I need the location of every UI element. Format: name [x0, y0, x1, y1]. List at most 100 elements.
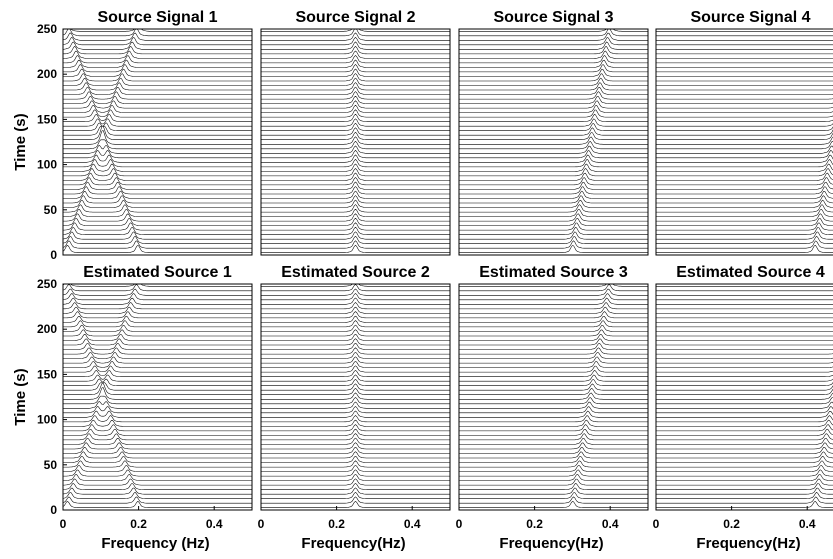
trace-line	[656, 428, 833, 436]
panel-frame	[62, 28, 253, 256]
trace-line	[656, 204, 833, 213]
trace-line	[656, 85, 833, 86]
trace-line	[656, 388, 833, 395]
trace-line	[63, 59, 252, 68]
trace-line	[63, 342, 252, 350]
trace-line	[261, 204, 450, 213]
trace-line	[63, 37, 252, 46]
trace-line	[63, 378, 252, 386]
trace-line	[63, 77, 252, 86]
y-tick-label: 0	[50, 248, 57, 262]
trace-line	[261, 55, 450, 64]
trace-line	[459, 109, 648, 118]
trace-line	[459, 397, 648, 405]
trace-line	[656, 213, 833, 222]
trace-line	[261, 231, 450, 240]
panel-frame	[655, 283, 833, 511]
trace-line	[261, 333, 450, 341]
trace-line	[656, 62, 833, 64]
trace-line	[261, 235, 450, 244]
trace-line	[459, 41, 648, 50]
trace-line	[656, 299, 833, 301]
trace-line	[459, 333, 648, 341]
trace-line	[656, 240, 833, 249]
trace-line	[261, 487, 450, 495]
trace-line	[656, 89, 833, 91]
trace-line	[459, 383, 648, 391]
trace-line	[261, 136, 450, 145]
trace-line	[261, 437, 450, 445]
trace-line	[656, 35, 833, 37]
trace-line	[261, 315, 450, 323]
trace-line	[63, 125, 252, 136]
trace-line	[656, 44, 833, 46]
trace-line	[63, 217, 252, 226]
trace-line	[261, 428, 450, 436]
trace-line	[261, 109, 450, 118]
trace-line	[656, 492, 833, 499]
trace-line	[656, 98, 833, 100]
trace-line	[63, 29, 252, 32]
trace-line	[656, 235, 833, 244]
trace-line	[459, 478, 648, 486]
trace-line	[656, 226, 833, 235]
trace-line	[261, 320, 450, 328]
trace-line	[459, 199, 648, 208]
trace-line	[656, 208, 833, 217]
y-tick-label: 200	[37, 322, 57, 336]
trace-line	[459, 501, 648, 508]
trace-line	[656, 168, 833, 177]
trace-line	[459, 127, 648, 136]
trace-line	[63, 333, 252, 341]
trace-line	[261, 397, 450, 405]
trace-line	[656, 222, 833, 231]
trace-group	[656, 286, 833, 508]
trace-line	[63, 159, 252, 168]
trace-line	[261, 424, 450, 432]
trace-line	[63, 382, 252, 395]
trace-line	[261, 410, 450, 418]
trace-line	[63, 311, 252, 319]
trace-line	[656, 366, 833, 368]
x-tick-label: 0.4	[206, 517, 223, 531]
trace-line	[261, 284, 450, 292]
trace-line	[656, 126, 833, 131]
trace-line	[63, 125, 252, 140]
trace-line	[656, 295, 833, 296]
trace-line	[261, 347, 450, 355]
trace-line	[261, 59, 450, 68]
trace-line	[261, 37, 450, 46]
trace-line	[656, 172, 833, 181]
trace-line	[656, 464, 833, 472]
y-axis-label: Time (s)	[12, 113, 29, 170]
trace-line	[656, 362, 833, 364]
trace-line	[459, 356, 648, 364]
x-tick-label: 0	[653, 517, 660, 531]
trace-line	[656, 406, 833, 414]
trace-line	[63, 451, 252, 459]
trace-line	[63, 104, 252, 113]
trace-line	[656, 159, 833, 168]
x-tick-label: 0.2	[723, 517, 740, 531]
trace-line	[459, 347, 648, 355]
trace-line	[459, 483, 648, 490]
trace-line	[63, 496, 252, 504]
trace-line	[261, 95, 450, 104]
trace-line	[261, 460, 450, 468]
trace-line	[261, 29, 450, 37]
trace-line	[656, 40, 833, 41]
panel-frame	[655, 28, 833, 256]
trace-line	[261, 244, 450, 253]
x-axis-label: Frequency(Hz)	[499, 535, 603, 552]
trace-line	[459, 297, 648, 305]
trace-line	[656, 483, 833, 490]
trace-line	[656, 58, 833, 59]
x-tick-label: 0	[60, 517, 67, 531]
trace-line	[656, 115, 833, 118]
trace-line	[656, 455, 833, 463]
trace-line	[63, 483, 252, 490]
trace-line	[63, 168, 252, 177]
trace-line	[656, 76, 833, 77]
trace-line	[63, 68, 252, 77]
